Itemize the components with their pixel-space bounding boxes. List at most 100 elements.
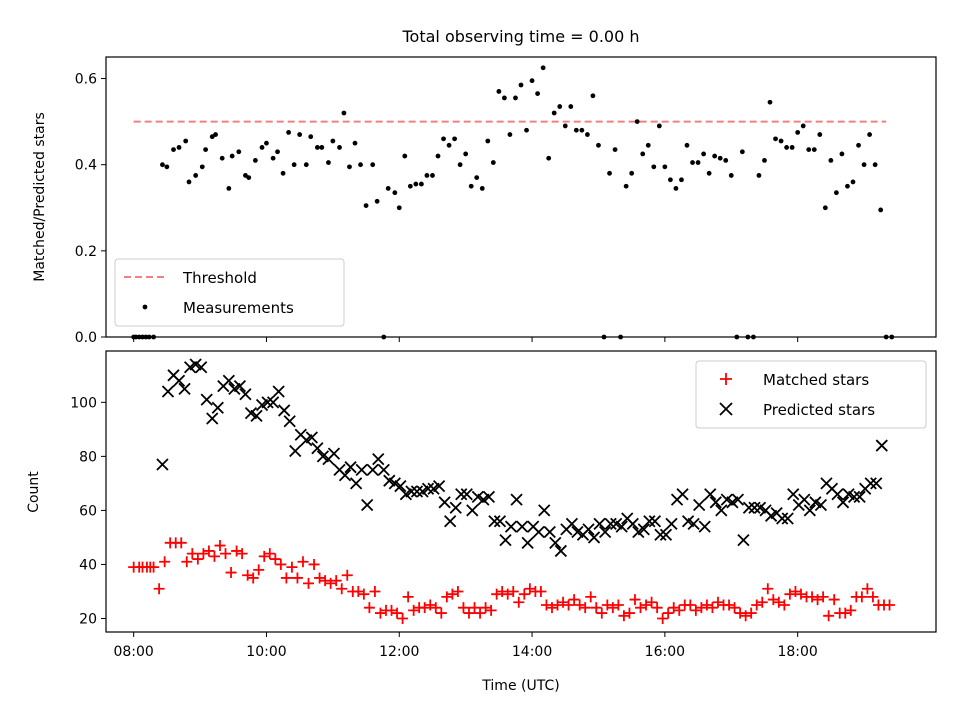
matched-star-marker xyxy=(684,599,696,611)
measurement-point xyxy=(186,179,192,185)
bottom-xtick-label: 16:00 xyxy=(645,644,685,660)
predicted-star-marker xyxy=(598,525,612,539)
matched-star-marker xyxy=(795,588,807,600)
measurement-point xyxy=(363,203,369,209)
matched-star-marker xyxy=(751,599,763,611)
measurement-point xyxy=(430,173,435,178)
matched-star-marker xyxy=(646,596,658,608)
matched-star-marker xyxy=(220,548,232,560)
measurement-point xyxy=(596,142,601,148)
predicted-star-marker xyxy=(499,533,512,547)
matched-star-marker xyxy=(159,556,171,568)
measurement-point xyxy=(662,164,668,170)
bottom-xtick-label: 10:00 xyxy=(246,644,286,660)
matched-star-marker xyxy=(767,594,779,606)
predicted-star-marker xyxy=(261,396,274,409)
measurement-point xyxy=(828,157,834,163)
measurement-point xyxy=(656,123,662,129)
measurement-point xyxy=(872,162,878,168)
matched-star-marker xyxy=(491,588,503,600)
measurement-point xyxy=(878,207,884,213)
measurement-point xyxy=(850,179,856,185)
measurement-point xyxy=(352,140,358,146)
measurement-point xyxy=(518,82,524,88)
predicted-star-marker xyxy=(709,496,722,509)
measurement-point xyxy=(784,145,789,150)
matched-star-marker xyxy=(706,602,718,614)
measurement-point xyxy=(856,142,861,148)
predicted-stars-points xyxy=(156,358,888,558)
predicted-star-marker xyxy=(438,496,451,509)
matched-star-marker xyxy=(153,583,165,595)
top-ytick-label: 0.2 xyxy=(75,244,97,260)
predicted-star-marker xyxy=(172,374,186,387)
measurement-point xyxy=(839,151,845,157)
measurement-point xyxy=(229,153,235,159)
predicted-star-marker xyxy=(554,544,567,558)
matched-star-marker xyxy=(236,548,248,560)
predicted-star-marker xyxy=(875,439,888,452)
measurement-point xyxy=(303,162,309,168)
measurement-point xyxy=(535,91,540,97)
measurement-point xyxy=(286,129,291,135)
measurement-point xyxy=(585,132,590,137)
matched-star-marker xyxy=(258,550,270,562)
bottom-xtick-label: 14:00 xyxy=(512,644,552,660)
measurement-point xyxy=(573,127,579,133)
measurement-point xyxy=(402,153,408,159)
measurement-point xyxy=(557,104,563,109)
measurement-point xyxy=(640,151,646,157)
matched-star-marker xyxy=(291,572,303,584)
matched-star-marker xyxy=(884,599,896,611)
predicted-star-marker xyxy=(349,477,363,490)
measurement-point xyxy=(562,123,568,129)
matched-star-marker xyxy=(192,553,204,565)
predicted-star-marker xyxy=(272,385,285,398)
matched-star-marker xyxy=(651,602,663,614)
measurement-point xyxy=(568,104,574,109)
matched-star-marker xyxy=(408,604,420,616)
predicted-star-marker xyxy=(543,525,556,539)
predicted-star-marker xyxy=(394,479,407,493)
bottom-xaxis: 08:00 10:00 12:00 14:00 16:00 18:00 xyxy=(113,632,818,660)
matched-star-marker xyxy=(723,599,735,611)
measurement-point xyxy=(246,175,252,181)
bottom-ytick-label: 60 xyxy=(79,503,97,519)
measurement-point xyxy=(607,170,612,176)
matched-star-marker xyxy=(391,607,403,619)
bottom-xtick-label: 08:00 xyxy=(113,644,153,660)
predicted-star-marker xyxy=(704,488,717,501)
predicted-star-marker xyxy=(338,469,352,482)
predicted-star-marker xyxy=(831,488,844,501)
matched-star-marker xyxy=(662,607,674,619)
measurement-point xyxy=(171,147,176,153)
predicted-star-marker xyxy=(178,382,191,395)
predicted-star-marker xyxy=(195,361,208,374)
matched-star-marker xyxy=(208,550,220,562)
bottom-yaxis: 20 40 60 80 100 xyxy=(70,395,106,627)
predicted-star-marker xyxy=(748,501,761,514)
matched-star-marker xyxy=(784,588,796,600)
predicted-star-marker xyxy=(488,515,501,528)
predicted-star-marker xyxy=(593,517,606,531)
measurement-point xyxy=(789,145,795,150)
matched-star-marker xyxy=(286,561,298,573)
predicted-star-marker xyxy=(665,517,678,531)
matched-star-marker xyxy=(712,596,724,608)
measurement-point xyxy=(673,185,679,191)
measurement-point xyxy=(219,155,225,161)
matched-star-marker xyxy=(430,602,442,614)
top-ytick-label: 0.4 xyxy=(75,158,97,174)
matched-star-marker xyxy=(607,602,619,614)
measurement-point xyxy=(479,185,485,191)
matched-star-marker xyxy=(812,594,824,606)
measurement-point xyxy=(551,110,557,116)
predicted-star-marker xyxy=(361,498,374,512)
bottom-xlabel: Time (UTC) xyxy=(481,678,559,694)
measurement-point xyxy=(259,145,265,150)
matched-star-marker xyxy=(745,607,757,619)
measurement-point xyxy=(183,138,189,144)
bottom-plot-frame xyxy=(105,350,937,633)
predicted-star-marker xyxy=(737,533,750,547)
measurement-point xyxy=(474,175,480,181)
